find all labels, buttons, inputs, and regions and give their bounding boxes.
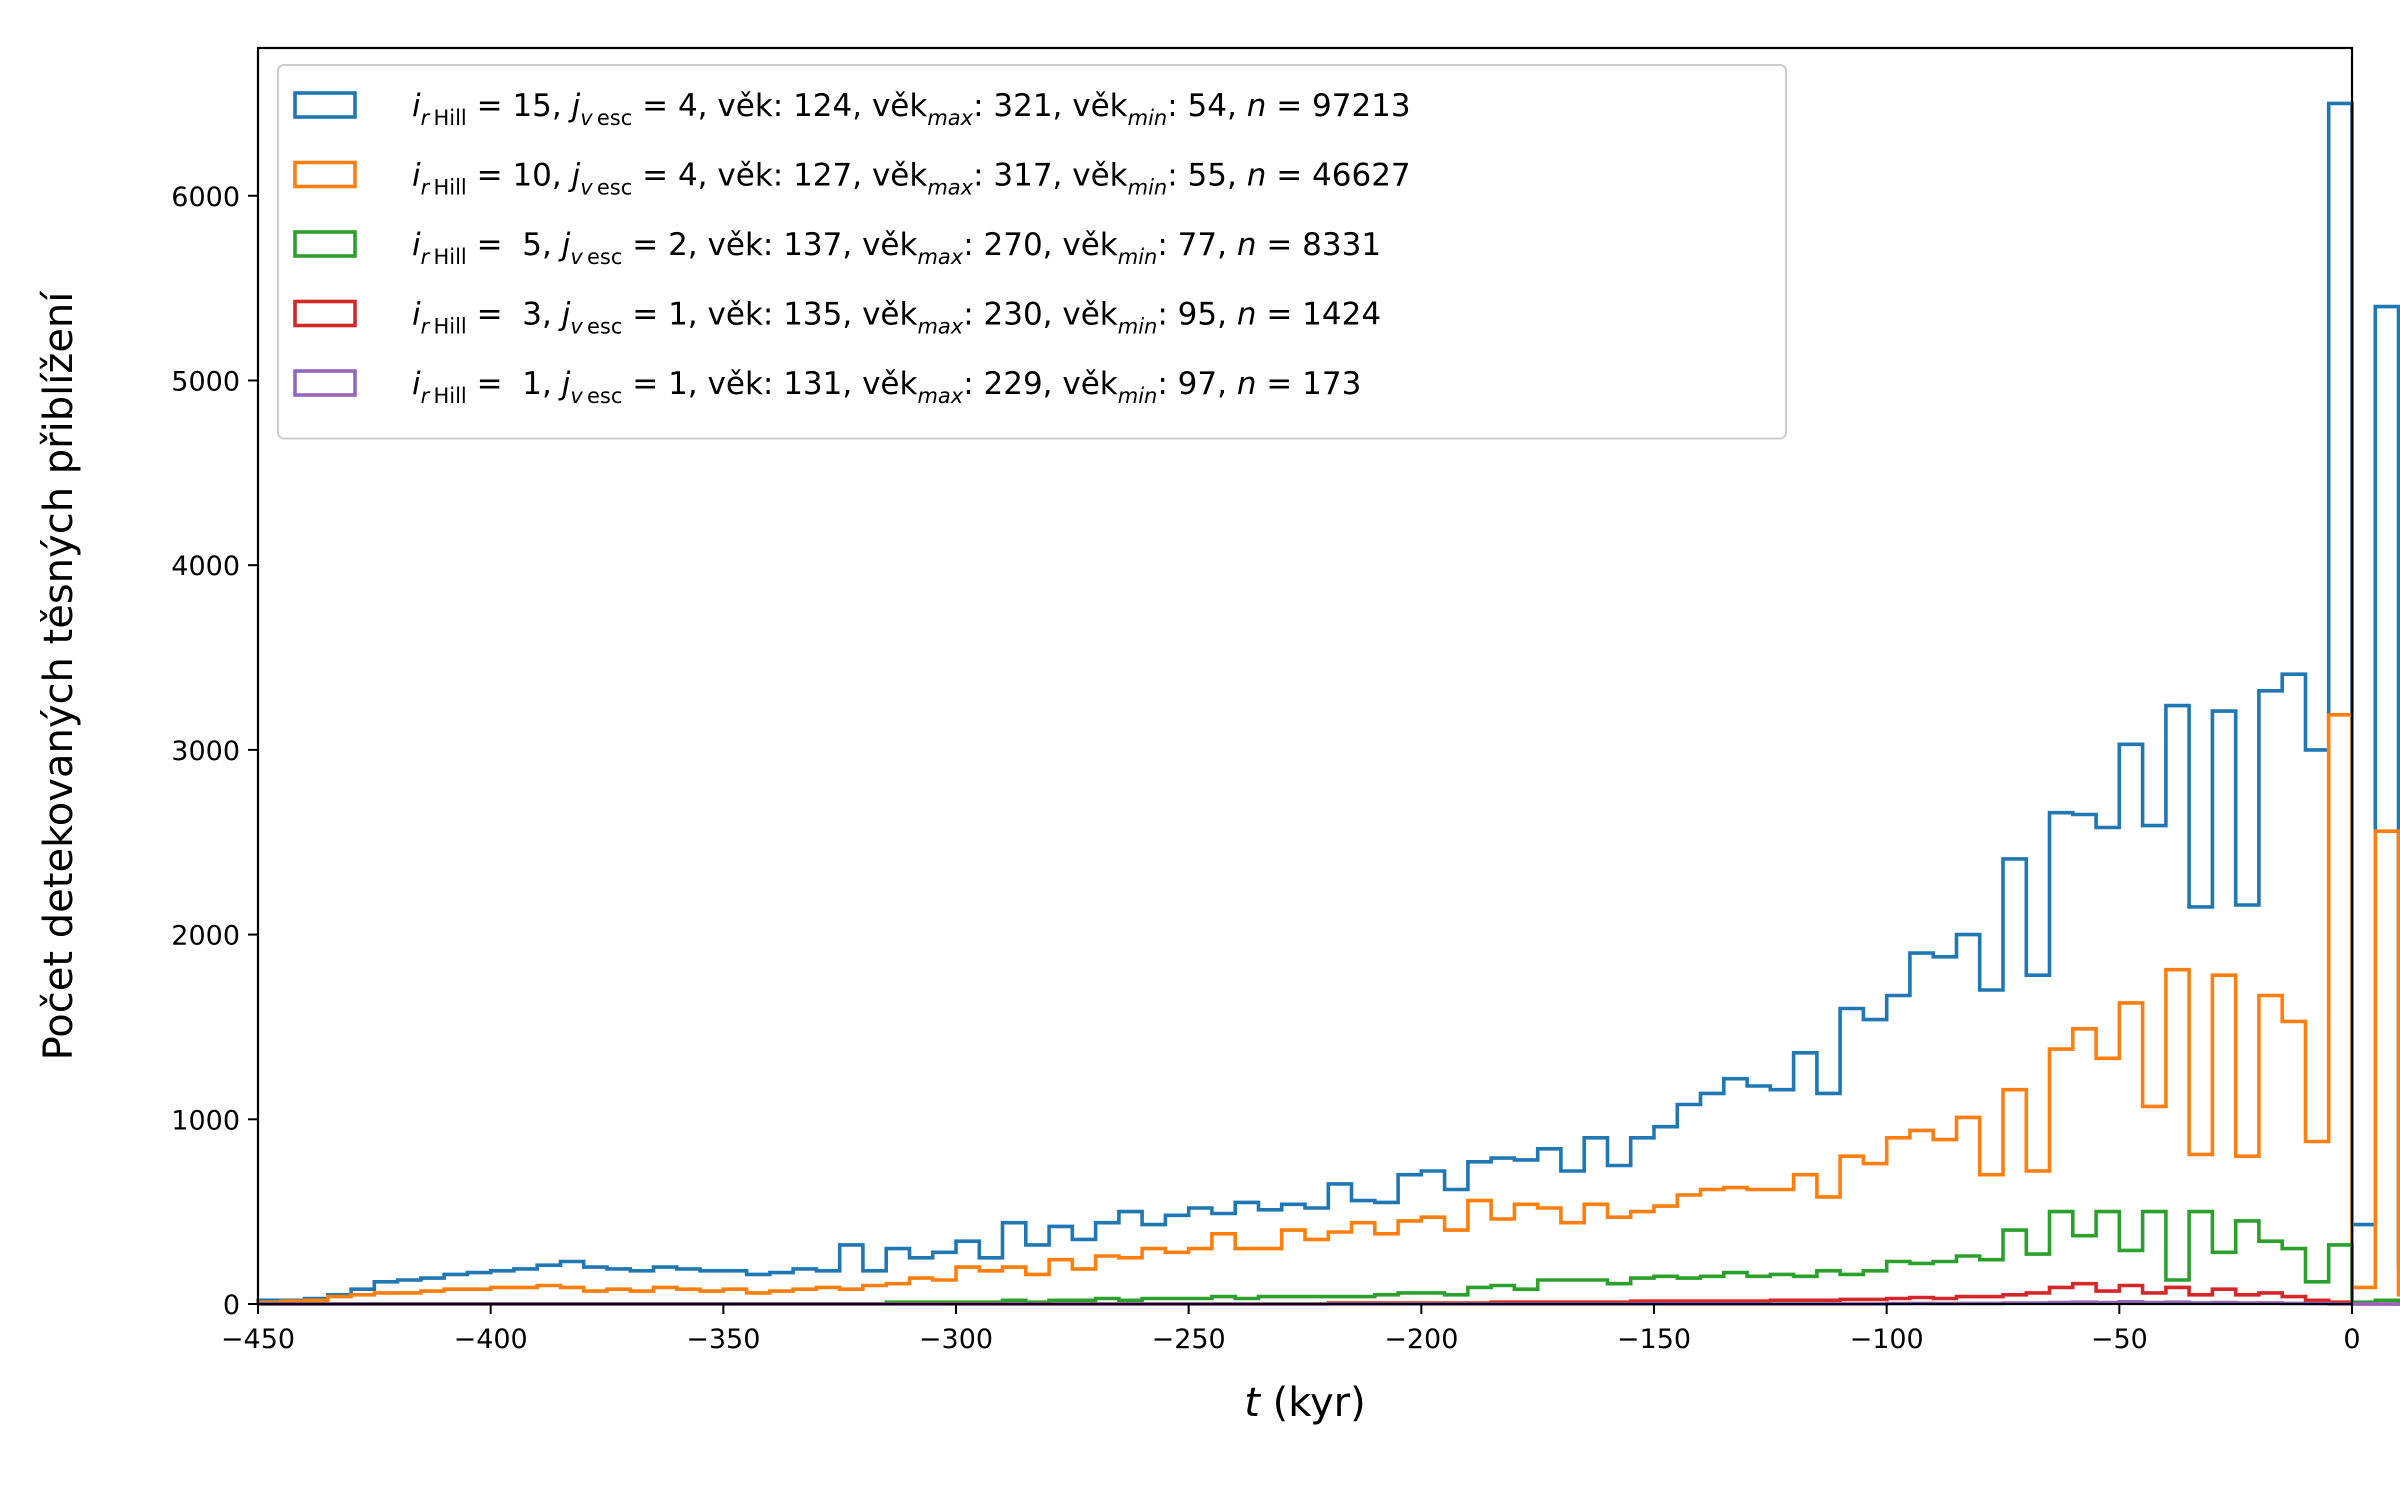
- histogram-series-2: [256, 713, 2400, 1304]
- x-tick-label: −350: [686, 1324, 760, 1355]
- x-tick-label: −300: [919, 1324, 993, 1355]
- x-tick-label: −50: [2091, 1324, 2148, 1355]
- x-tick-label: −250: [1152, 1324, 1226, 1355]
- legend-swatch: [293, 160, 357, 189]
- legend-swatch: [293, 299, 357, 328]
- y-tick-label: 5000: [171, 366, 240, 397]
- legend-label: ir Hill = 3, jv esc = 1, věk: 135, věkma…: [412, 297, 1381, 339]
- legend-box: [277, 64, 1787, 440]
- histogram-series-1: [256, 101, 2400, 1304]
- x-tick-label: 0: [2343, 1324, 2360, 1355]
- y-tick-label: 3000: [171, 736, 240, 767]
- legend-item: ir Hill = 3, jv esc = 1, věk: 135, věkma…: [293, 297, 1381, 339]
- y-tick-label: 6000: [171, 182, 240, 213]
- legend-item: ir Hill = 10, jv esc = 4, věk: 127, věkm…: [293, 158, 1411, 200]
- legend-label: ir Hill = 5, jv esc = 2, věk: 137, věkma…: [412, 227, 1381, 269]
- legend-label: ir Hill = 10, jv esc = 4, věk: 127, věkm…: [412, 158, 1411, 200]
- x-tick-label: −150: [1617, 1324, 1691, 1355]
- legend: ir Hill = 15, jv esc = 4, věk: 124, věkm…: [277, 64, 1787, 440]
- legend-label: ir Hill = 15, jv esc = 4, věk: 124, věkm…: [412, 88, 1411, 130]
- x-tick-label: −400: [454, 1324, 528, 1355]
- legend-swatch: [293, 91, 357, 119]
- legend-item: ir Hill = 1, jv esc = 1, věk: 131, věkma…: [293, 366, 1361, 408]
- legend-item: ir Hill = 15, jv esc = 4, věk: 124, věkm…: [293, 88, 1411, 130]
- legend-swatch: [293, 230, 357, 258]
- x-axis-title: t (kyr): [1244, 1380, 1365, 1426]
- legend-label: ir Hill = 1, jv esc = 1, věk: 131, věkma…: [412, 366, 1361, 408]
- y-tick-label: 1000: [171, 1105, 240, 1136]
- x-tick-label: −100: [1850, 1324, 1924, 1355]
- legend-swatch: [293, 369, 357, 397]
- legend-item: ir Hill = 5, jv esc = 2, věk: 137, věkma…: [293, 227, 1381, 269]
- axes-frame: [256, 46, 2354, 1306]
- x-tick-label: −450: [221, 1324, 295, 1355]
- y-tick-label: 0: [223, 1290, 240, 1321]
- x-axis: −450 −400 −350 −300 −250 −200 −150 −100 −50 0: [221, 1304, 2361, 1355]
- y-tick-label: 4000: [171, 551, 240, 582]
- y-tick-label: 2000: [171, 921, 240, 952]
- y-axis: 0 1000 2000 3000 4000 5000 6000: [171, 182, 258, 1321]
- y-axis-title: Počet detekovaných těsných přiblížení: [36, 290, 82, 1061]
- x-tick-label: −200: [1384, 1324, 1458, 1355]
